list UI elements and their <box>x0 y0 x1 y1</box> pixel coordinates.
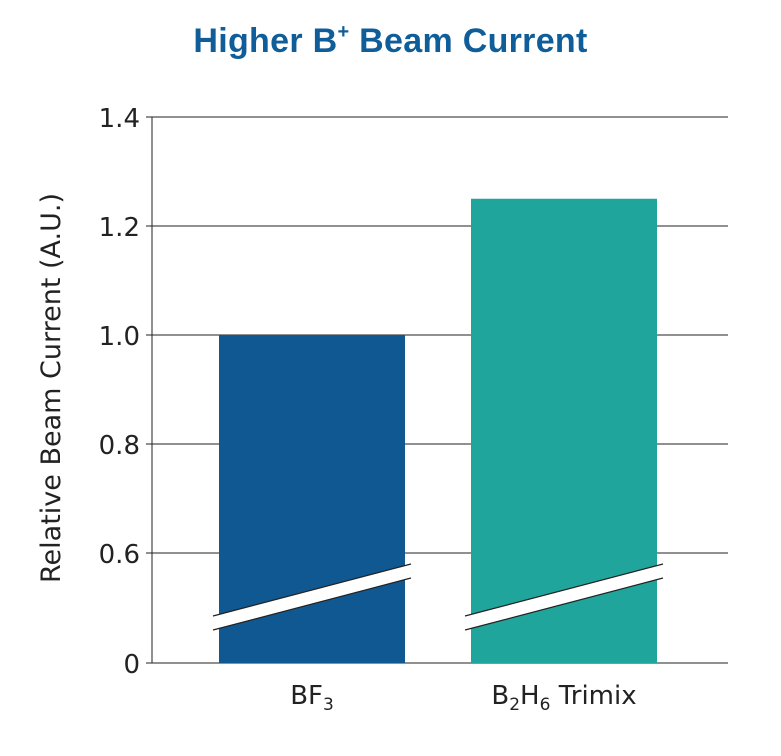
y-tick-label: 0.8 <box>99 431 140 461</box>
x-tick-label-subscript: 6 <box>540 695 551 715</box>
x-tick-label-subscript: 3 <box>323 695 334 715</box>
chart-title: Higher B+ Beam Current <box>0 22 781 61</box>
x-tick-labels: BF3 B2H6 Trimix <box>290 681 636 715</box>
x-tick-label: BF3 <box>290 681 334 715</box>
x-tick-label: B2H6 Trimix <box>491 681 636 715</box>
axis-break-gap <box>213 564 411 630</box>
y-tick-label: 1.4 <box>99 104 140 134</box>
x-tick-label-subscript: 2 <box>509 695 520 715</box>
y-tick-label: 0 <box>123 650 140 680</box>
x-tick-label-text: Trimix <box>550 681 636 711</box>
axis-break-gap <box>465 564 663 630</box>
x-tick-label-text: H <box>520 681 540 711</box>
axis-break-line <box>464 563 664 617</box>
axis-break-line <box>464 577 664 631</box>
y-tick-label: 1.2 <box>99 213 140 243</box>
y-tick-label: 1.0 <box>99 322 140 352</box>
axis-break-line <box>212 577 412 631</box>
chart-title-superscript: + <box>337 21 350 43</box>
x-tick-label-text: BF <box>290 681 323 711</box>
chart-title-main: Higher B <box>193 22 338 60</box>
axis-breaks <box>212 563 664 631</box>
y-tick-labels: 0 0.6 0.8 1.0 1.2 1.4 <box>99 104 140 680</box>
chart-title-rest: Beam Current <box>349 22 588 60</box>
axis-break-line <box>212 563 412 617</box>
y-tick-label: 0.6 <box>99 540 140 570</box>
x-tick-label-text: B <box>491 681 509 711</box>
y-axis-label: Relative Beam Current (A.U.) <box>36 193 67 583</box>
